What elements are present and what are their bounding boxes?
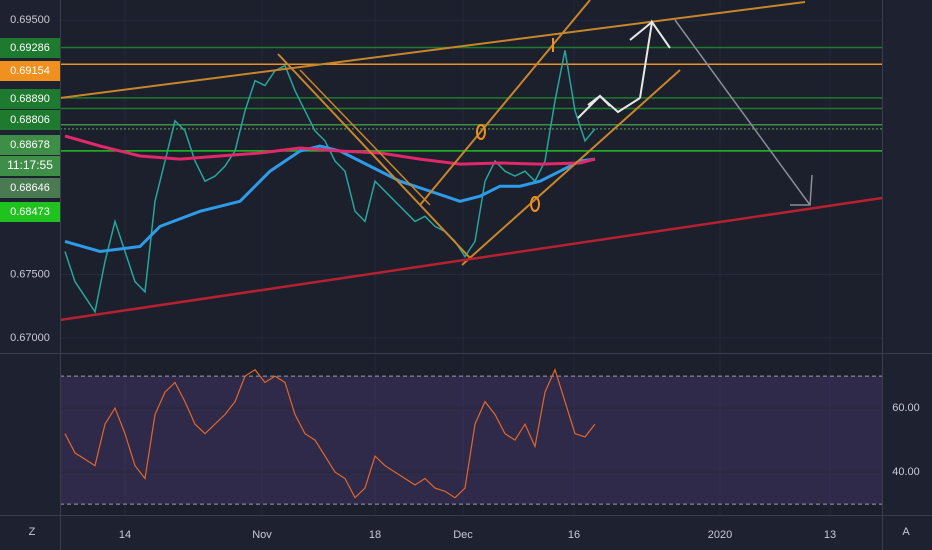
price-badge (0, 89, 60, 109)
projection-arrow (587, 94, 611, 107)
plot: 0.69500 0.67500 0.67000 14 Nov 18 Dec 16 2020 13 0… (0, 14, 920, 541)
rsi-pane (60, 355, 882, 515)
series-line (64, 144, 596, 254)
corner-label: Z (29, 526, 36, 538)
projection-arrow (790, 174, 813, 206)
corner-label: A (902, 526, 910, 538)
trend-line (299, 69, 431, 206)
x-tick-label: 13 (824, 529, 836, 541)
price-badge-label: 0.68678 (10, 139, 50, 151)
y-tick-label: 0.67500 (10, 268, 50, 280)
y-tick-label: 0.67000 (10, 332, 50, 344)
trend-line (419, 0, 591, 206)
countdown-badge (0, 156, 60, 176)
price-badge (0, 61, 60, 81)
drawings (59, 0, 883, 322)
price-badge (0, 110, 60, 130)
price-badge-label: 0.68890 (10, 93, 50, 105)
x-tick-label: Dec (453, 529, 473, 541)
x-tick-label: 18 (369, 529, 381, 541)
trend-line (59, 1, 806, 99)
wave-mark (530, 196, 540, 212)
projection-arrow (629, 21, 653, 41)
series-line (64, 368, 596, 499)
countdown-label: 11:17:55 (7, 158, 53, 172)
x-tick-label: 14 (119, 529, 131, 541)
x-tick-label: 2020 (708, 529, 732, 541)
series-line (64, 134, 596, 166)
trend-line (277, 53, 471, 259)
y-tick-label: 60.00 (892, 402, 920, 414)
trend-line (59, 196, 883, 322)
price-badge-label: 0.69286 (10, 42, 50, 54)
x-tick-label: 16 (568, 529, 580, 541)
projection-arrow (674, 19, 811, 206)
price-badge (0, 202, 60, 222)
wave-mark (476, 124, 486, 140)
price-badge-label: 0.68806 (10, 114, 50, 126)
rsi-band (60, 376, 882, 505)
price-badge (0, 38, 60, 58)
y-tick-label: 0.69500 (10, 14, 50, 26)
price-badge-label: 0.68646 (10, 182, 50, 194)
price-badge (0, 178, 60, 198)
price-pane (60, 0, 882, 352)
y-tick-label: 40.00 (892, 466, 920, 478)
trend-line (461, 69, 681, 266)
price-badge-label: 0.69154 (10, 65, 50, 77)
price-badge (0, 135, 60, 155)
x-tick-label: Nov (252, 529, 272, 541)
price-badge-label: 0.68473 (10, 206, 50, 218)
